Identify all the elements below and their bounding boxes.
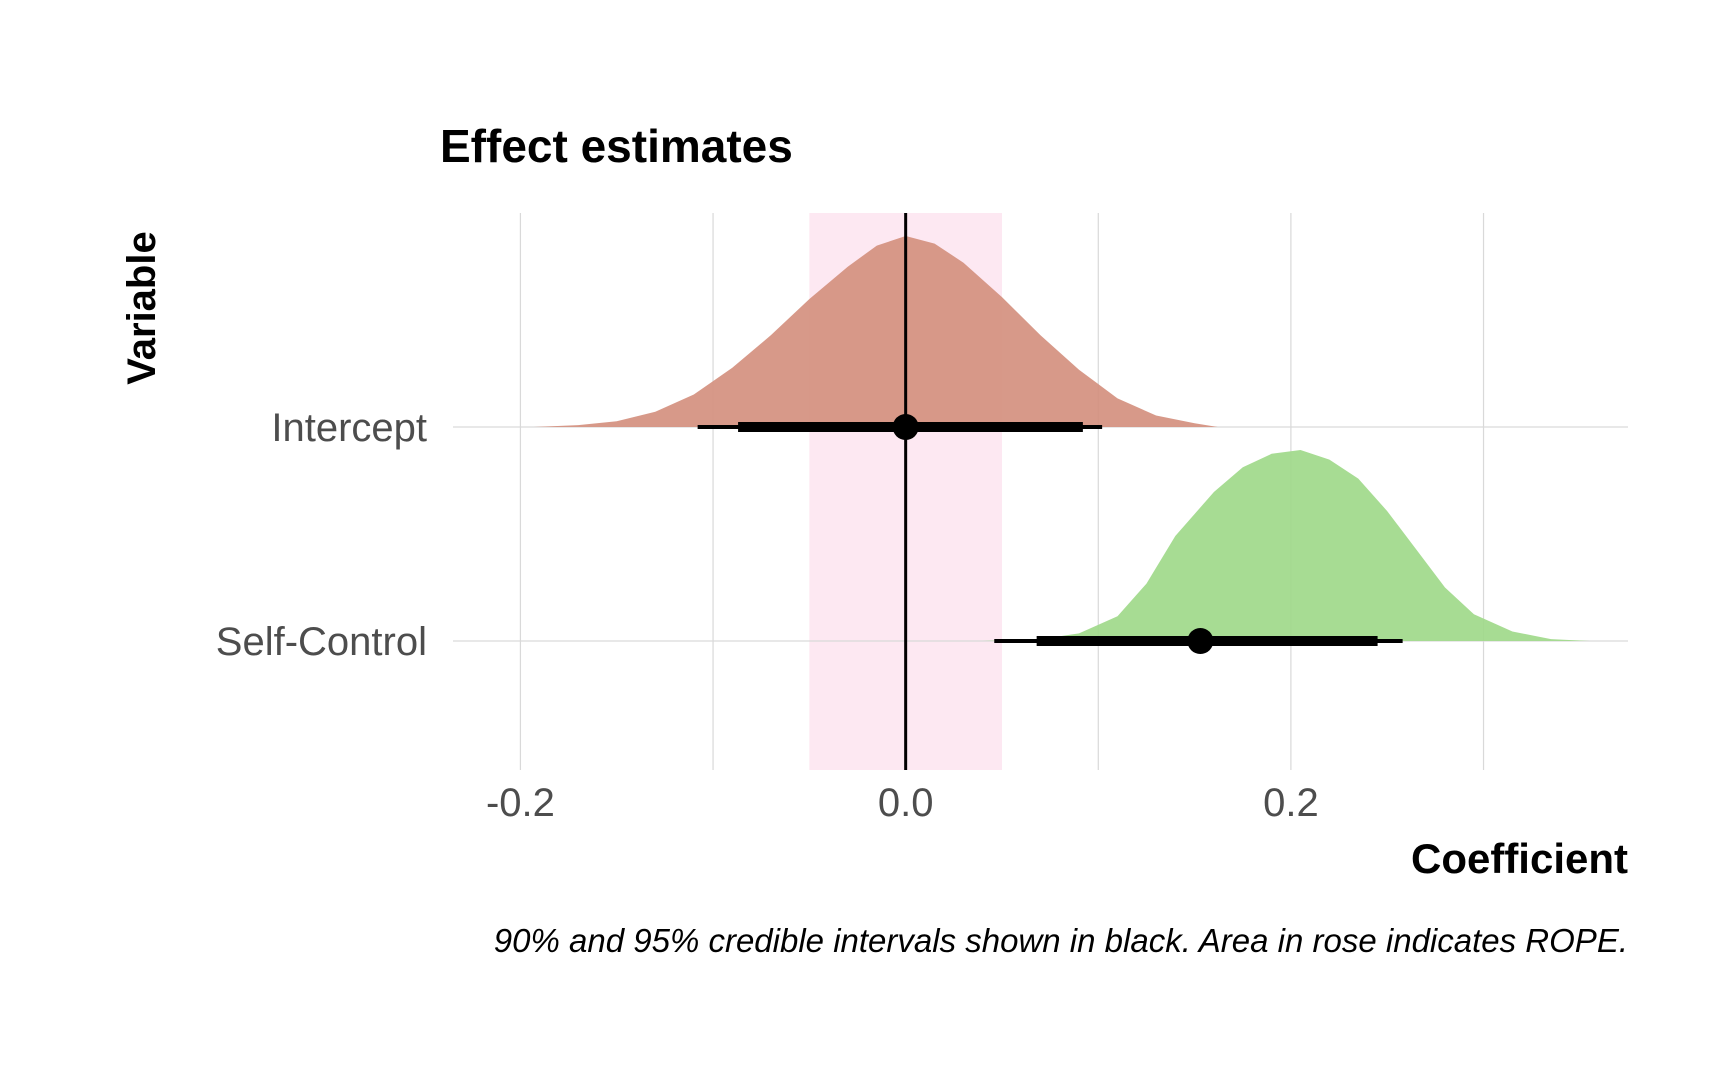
x-tick-label: 0.0 — [878, 781, 934, 825]
density-intercept — [533, 236, 1218, 427]
category-label: Self-Control — [216, 620, 427, 664]
plot-area: Intercept Self-Control -0.2 0.0 0.2 — [216, 213, 1628, 825]
y-axis-label: Variable — [120, 231, 164, 384]
x-tick-label: 0.2 — [1263, 781, 1319, 825]
category-label: Intercept — [271, 406, 427, 450]
density-self-control — [982, 450, 1590, 641]
median-point-self-control — [1187, 628, 1214, 654]
median-point-intercept — [892, 414, 919, 440]
x-tick-label: -0.2 — [486, 781, 555, 825]
x-axis-label: Coefficient — [1411, 835, 1628, 882]
chart-title: Effect estimates — [440, 120, 793, 172]
chart-caption: 90% and 95% credible intervals shown in … — [494, 922, 1628, 959]
